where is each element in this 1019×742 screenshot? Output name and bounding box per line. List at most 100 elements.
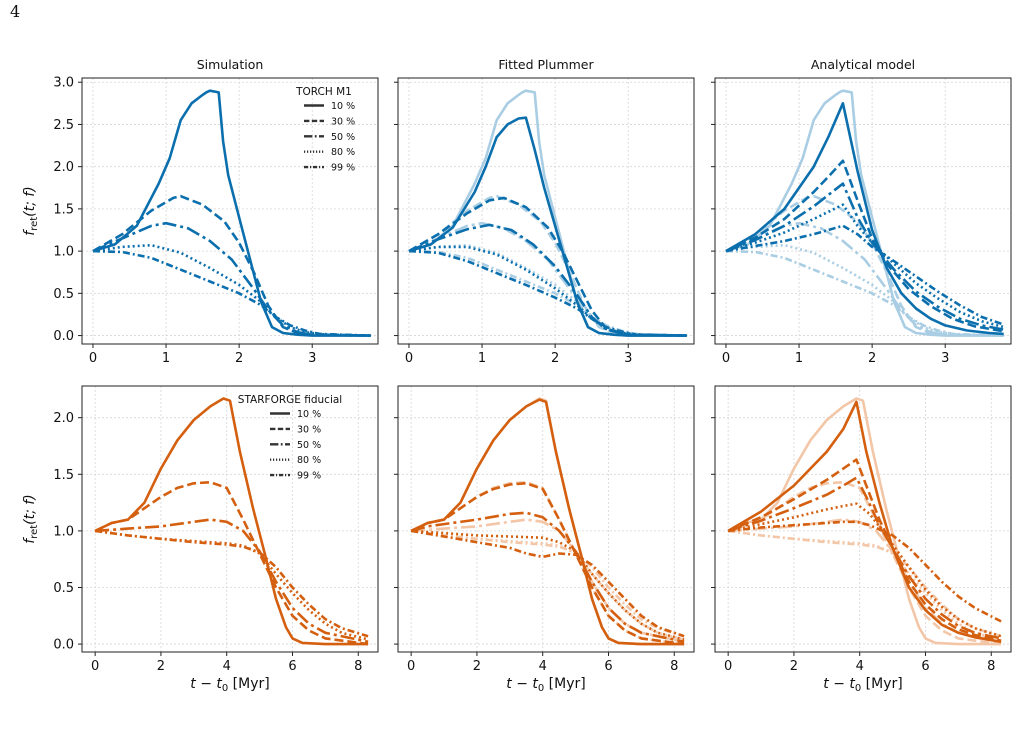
panel-title: Fitted Plummer: [498, 57, 594, 72]
x-tick-label: 4: [539, 659, 547, 674]
series-30-line: [410, 482, 685, 646]
series-50-line: [410, 511, 685, 644]
series-50-line: [95, 518, 369, 644]
x-tick-label: 8: [670, 659, 678, 674]
y-tick-label: 0.0: [53, 329, 74, 344]
axes-frame: [714, 77, 1012, 345]
legend-label-99: 99 %: [331, 163, 355, 174]
x-tick-label: 0: [405, 351, 413, 366]
y-tick-label: 3.0: [53, 76, 74, 91]
series-10-line: [410, 398, 685, 646]
plot-area: [92, 89, 371, 337]
legend-title: STARFORGE fiducial: [238, 394, 342, 406]
series-30-line: [408, 196, 687, 337]
series-80-line: [92, 243, 371, 337]
series-30-line: [727, 458, 1002, 642]
axes-frame: [81, 385, 379, 653]
x-tick-label: 0: [724, 659, 732, 674]
y-tick-label: 1.5: [53, 468, 74, 483]
reference-series-30-line: [408, 194, 687, 337]
chart-panel-1-2: 0 2 4 6 8 t − t0 [Myr]: [711, 385, 1012, 694]
x-tick-label: 6: [288, 659, 296, 674]
series-99-line: [410, 529, 685, 638]
reference-series-80-line: [411, 529, 685, 641]
y-tick-label: 0.5: [53, 287, 74, 302]
reference-series-50-line: [728, 518, 1002, 644]
plot-area: [408, 89, 687, 337]
series-99-line: [408, 249, 687, 337]
x-tick-label: 3: [941, 351, 949, 366]
x-tick-label: 2: [473, 659, 481, 674]
x-tick-label: 0: [407, 659, 415, 674]
series-80-line: [95, 529, 369, 641]
legend-label-10: 10 %: [331, 101, 355, 112]
y-tick-label: 1.0: [53, 245, 74, 260]
legend: TORCH M1 10 % 30 % 50 % 80 % 99 %: [295, 86, 355, 174]
x-tick-label: 2: [868, 351, 876, 366]
panel-title: Analytical model: [811, 57, 915, 72]
x-tick-label: 1: [795, 351, 803, 366]
y-axis-label: fret(t; f): [22, 186, 40, 235]
chart-panel-0-0: 0 1 2 3 0.0 0.5 1.0 1.5 2.0 2.5 3.0 Simulation fret(…: [22, 57, 379, 366]
reference-series-10-line: [410, 397, 685, 646]
chart-panel-1-1: 0 2 4 6 8 t − t0 [Myr]: [394, 385, 695, 694]
reference-series-80-line: [725, 243, 1004, 337]
series-80-line: [408, 245, 687, 337]
x-tick-label: 2: [235, 351, 243, 366]
reference-series-99-line: [725, 249, 1004, 337]
y-tick-label: 0.5: [53, 581, 74, 596]
series-30-line: [725, 159, 1004, 333]
axes-frame: [714, 385, 1012, 653]
legend-label-80: 80 %: [331, 147, 355, 158]
legend-label-80: 80 %: [297, 455, 321, 466]
chart-panel-0-1: 0 1 2 3 Fitted Plummer: [394, 57, 695, 366]
series-10-line: [92, 89, 371, 337]
reference-series-10-line: [408, 89, 687, 337]
x-tick-label: 2: [551, 351, 559, 366]
series-30-line: [92, 194, 371, 337]
y-tick-label: 1.5: [53, 202, 74, 217]
plot-area: [410, 397, 685, 646]
x-tick-label: 0: [89, 351, 97, 366]
plot-area: [727, 397, 1002, 646]
panel-title: Simulation: [197, 57, 264, 72]
plot-area: [94, 397, 369, 646]
x-tick-label: 3: [308, 351, 316, 366]
x-tick-label: 0: [91, 659, 99, 674]
series-99-line: [725, 224, 1005, 326]
series-10-line: [408, 116, 687, 337]
x-tick-label: 3: [624, 351, 632, 366]
reference-series-30-line: [410, 480, 685, 646]
y-axis-label: fret(t; f): [22, 494, 40, 543]
legend-label-99: 99 %: [297, 471, 321, 482]
axes-frame: [397, 385, 695, 653]
x-tick-label: 1: [162, 351, 170, 366]
reference-series-99-line: [728, 529, 1002, 638]
series-10-line: [94, 397, 369, 646]
series-10-line: [725, 102, 1004, 336]
series-50-line: [727, 476, 1002, 640]
series-50-line: [92, 221, 371, 337]
reference-series-50-line: [411, 518, 685, 644]
series-99-line: [92, 249, 371, 337]
x-axis-label: t − t0 [Myr]: [190, 676, 269, 694]
series-99-line: [728, 520, 1002, 623]
legend-title: TORCH M1: [295, 86, 352, 98]
series-80-line: [411, 529, 685, 641]
x-tick-label: 4: [856, 659, 864, 674]
legend-label-50: 50 %: [297, 440, 321, 451]
reference-series-99-line: [411, 529, 685, 638]
chart-panel-1-0: 0 2 4 6 8 0.0 0.5 1.0 1.5 2.0 t − t0 [Myr] fret(t; …: [22, 385, 379, 694]
x-tick-label: 6: [921, 659, 929, 674]
x-tick-label: 6: [604, 659, 612, 674]
reference-series-10-line: [727, 397, 1002, 646]
legend-label-30: 30 %: [331, 116, 355, 127]
legend-label-50: 50 %: [331, 132, 355, 143]
y-tick-label: 0.0: [53, 638, 74, 653]
series-30-line: [94, 480, 369, 646]
legend-label-10: 10 %: [297, 409, 321, 420]
y-tick-label: 1.0: [53, 524, 74, 539]
legend: STARFORGE fiducial 10 % 30 % 50 % 80 % 99 %: [238, 394, 342, 482]
y-tick-label: 2.0: [53, 160, 74, 175]
